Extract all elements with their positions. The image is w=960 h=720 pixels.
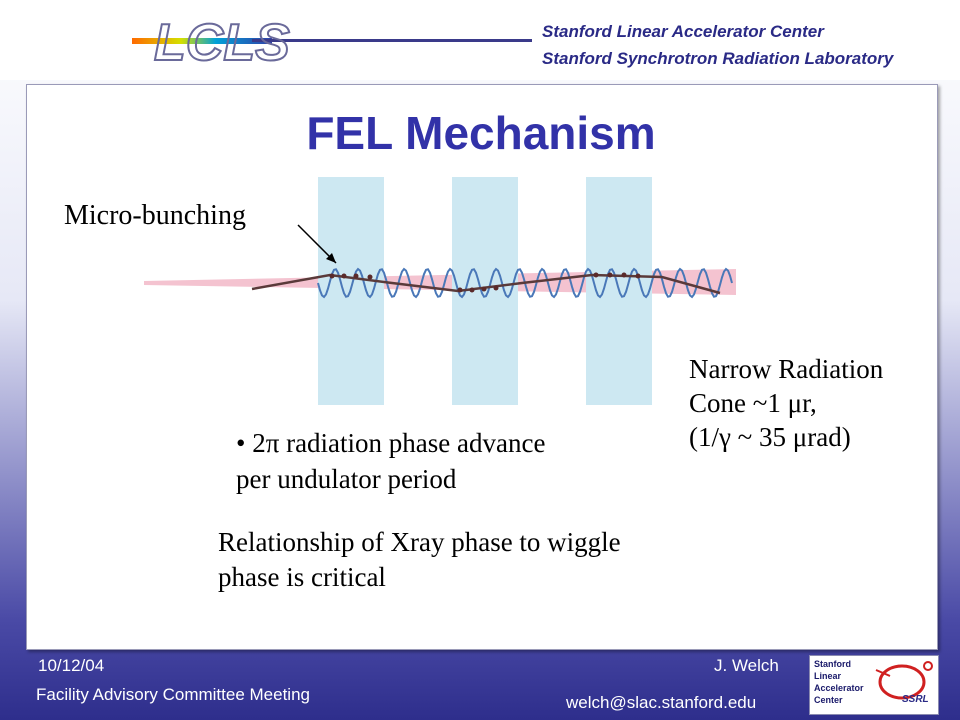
bullet-phase-advance: • 2π radiation phase advance per undulat…	[236, 428, 546, 494]
footer-meeting: Facility Advisory Committee Meeting	[36, 685, 310, 704]
lcls-logo: LCLS	[132, 8, 542, 70]
microbunch-1	[329, 273, 373, 280]
ssrl-logo-text: SSRL	[902, 694, 929, 705]
label-narrow-radiation: Narrow Radiation Cone ~1 μr, (1/γ ~ 35 μ…	[689, 354, 884, 452]
org-line-ssrl: Stanford Synchrotron Radiation Laborator…	[542, 49, 894, 68]
microbunch-3	[593, 272, 641, 279]
svg-text:LCLS: LCLS	[154, 14, 290, 70]
footer-author: J. Welch	[714, 656, 779, 675]
microbunch-2	[457, 285, 499, 293]
electron-trajectory	[251, 273, 721, 295]
slac-logo-text: Stanford Linear Accelerator Center	[814, 659, 864, 705]
relationship-text: Relationship of Xray phase to wiggle pha…	[218, 527, 621, 592]
label-microbunching: Micro-bunching	[64, 200, 246, 231]
org-line-slac: Stanford Linear Accelerator Center	[542, 22, 824, 41]
arrow-head	[326, 253, 336, 263]
ssrl-ring-icon	[875, 661, 933, 700]
slac-ssrl-logo: Stanford Linear Accelerator Center SSRL	[809, 655, 939, 715]
slide-title: FEL Mechanism	[306, 107, 656, 159]
footer-email: welch@slac.stanford.edu	[566, 693, 757, 712]
fel-diagram	[140, 175, 740, 420]
footer-date: 10/12/04	[38, 656, 105, 675]
